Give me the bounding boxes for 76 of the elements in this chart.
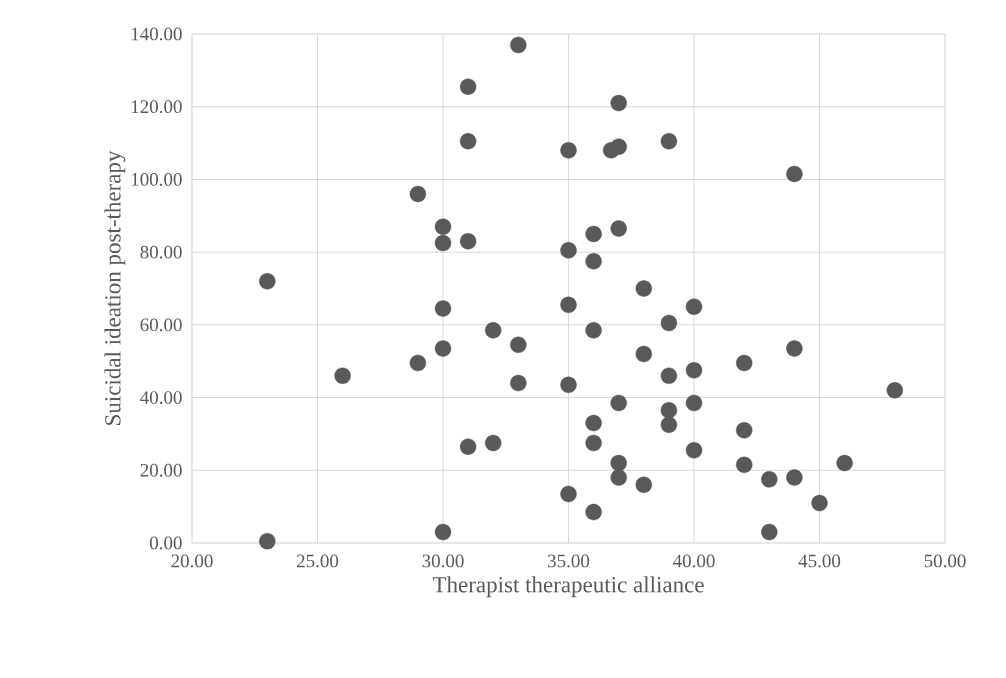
point — [610, 454, 627, 472]
point — [459, 233, 477, 250]
point — [485, 322, 502, 339]
point — [409, 354, 427, 372]
y-tick-label: 0.00 — [149, 536, 182, 550]
point — [685, 442, 703, 459]
point — [560, 296, 577, 314]
point — [434, 300, 452, 317]
point — [736, 422, 753, 439]
point — [560, 242, 577, 259]
x-tick-label: 35.00 — [548, 554, 590, 568]
point — [610, 94, 627, 112]
point — [786, 165, 803, 183]
point — [660, 416, 678, 434]
point — [585, 414, 602, 432]
point — [660, 367, 678, 384]
point — [786, 340, 803, 357]
point — [510, 36, 527, 54]
y-tick-label: 60.00 — [140, 318, 182, 332]
point — [459, 78, 477, 95]
point — [259, 273, 276, 290]
y-tick-label: 80.00 — [140, 245, 182, 259]
point — [736, 456, 753, 474]
point — [409, 185, 427, 203]
point — [761, 471, 778, 488]
point — [610, 220, 627, 237]
y-tick-label: 20.00 — [140, 463, 182, 477]
point — [635, 280, 653, 297]
point — [610, 394, 627, 412]
x-tick-label: 50.00 — [924, 554, 966, 568]
point — [610, 138, 627, 155]
point — [560, 376, 577, 394]
point — [685, 298, 703, 315]
x-tick-label: 20.00 — [171, 554, 213, 568]
point — [510, 374, 527, 392]
y-axis-title: Suicidal ideation post-therapy — [104, 150, 126, 425]
point — [459, 438, 477, 455]
point — [459, 133, 477, 150]
point — [585, 503, 602, 521]
point — [585, 253, 602, 270]
point — [836, 454, 853, 472]
y-tick-label: 140.00 — [131, 27, 182, 41]
point — [736, 354, 753, 372]
point — [761, 523, 778, 541]
point — [560, 142, 577, 159]
point — [334, 367, 351, 384]
point — [434, 340, 452, 357]
point — [635, 476, 653, 494]
point — [660, 402, 678, 419]
x-tick-label: 45.00 — [798, 554, 841, 568]
y-tick-label: 40.00 — [140, 391, 182, 405]
point — [434, 234, 452, 252]
point — [259, 532, 276, 550]
point — [685, 394, 703, 412]
point — [585, 434, 602, 452]
point — [610, 469, 627, 486]
x-axis-title: Therapist therapeutic alliance — [432, 576, 704, 598]
point — [510, 336, 527, 354]
point — [635, 345, 653, 363]
x-tick-label: 30.00 — [422, 554, 464, 568]
point — [485, 434, 502, 452]
point — [786, 469, 803, 486]
y-tick-label: 120.00 — [131, 100, 182, 114]
x-tick-label: 40.00 — [673, 554, 715, 568]
point — [811, 494, 828, 512]
point — [585, 225, 602, 243]
y-tick-label: 100.00 — [131, 172, 182, 186]
point — [434, 218, 452, 235]
point — [585, 322, 602, 339]
x-tick-label: 25.00 — [296, 554, 339, 568]
point — [685, 362, 703, 379]
point — [560, 485, 577, 503]
point — [660, 133, 678, 150]
point — [434, 523, 452, 541]
point — [886, 382, 904, 399]
point — [660, 314, 678, 332]
